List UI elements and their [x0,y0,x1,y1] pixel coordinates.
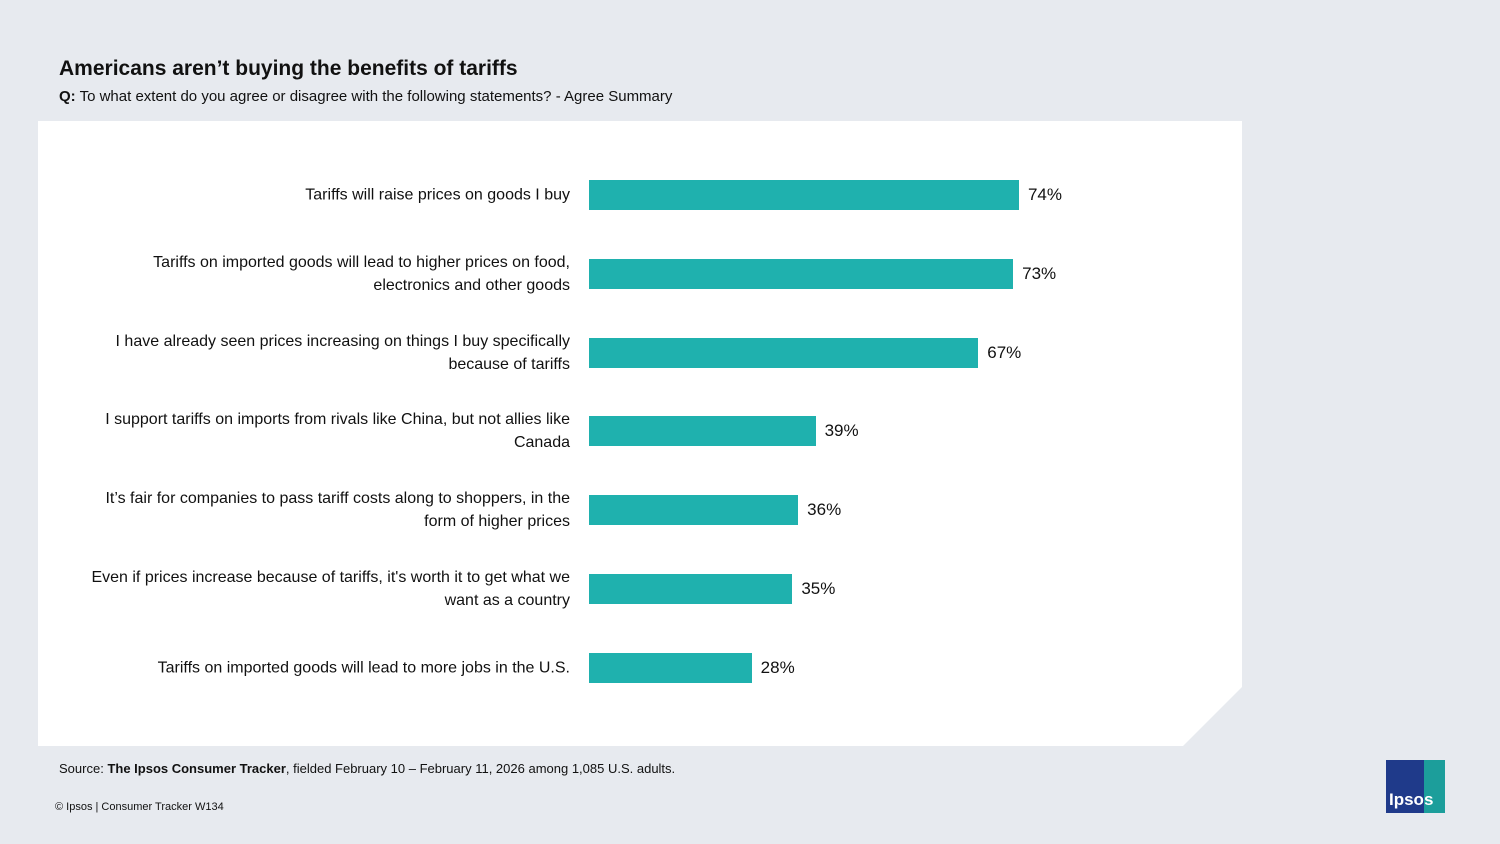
source-name: The Ipsos Consumer Tracker [107,761,286,776]
bar [589,180,1019,210]
logo-block [1386,760,1424,813]
source: Source: The Ipsos Consumer Tracker, fiel… [59,761,675,776]
logo: Ipsos [1386,760,1445,813]
value-label: 36% [807,500,842,520]
copyright: © Ipsos | Consumer Tracker W134 [55,801,224,813]
category-label: I support tariffs on imports from rivals… [105,411,570,452]
category-label: It’s fair for companies to pass tariff c… [105,490,570,531]
value-label: 67% [987,342,1022,362]
category-label: I have already seen prices increasing on… [115,332,570,373]
value-label: 35% [801,579,836,598]
value-label: 39% [824,421,859,441]
bar [589,337,979,368]
value-label: 28% [760,657,795,677]
logo-text: Ipsos [1389,790,1434,809]
category-label: Tariffs will raise prices on goods I buy [305,186,570,204]
bar [589,574,793,604]
subtitle-line: Q: To what extent do you agree or disagr… [59,88,672,105]
category-label: Even if prices increase because of tarif… [91,569,570,609]
value-label: 73% [1022,263,1057,283]
bar [589,652,752,683]
value-label: 74% [1027,185,1062,204]
question-label: Q: [59,88,76,105]
source-label: Source: [59,761,104,776]
subtitle: To what extent do you agree or disagree … [79,88,673,105]
bar [589,258,1014,289]
source-text: , fielded February 10 – February 11, 202… [285,761,676,776]
category-label: Tariffs on imported goods will lead to h… [153,253,570,294]
bar [589,416,816,447]
title: Americans aren’t buying the benefits of … [59,57,518,80]
category-label: Tariffs on imported goods will lead to m… [157,659,570,677]
bar [589,495,799,526]
